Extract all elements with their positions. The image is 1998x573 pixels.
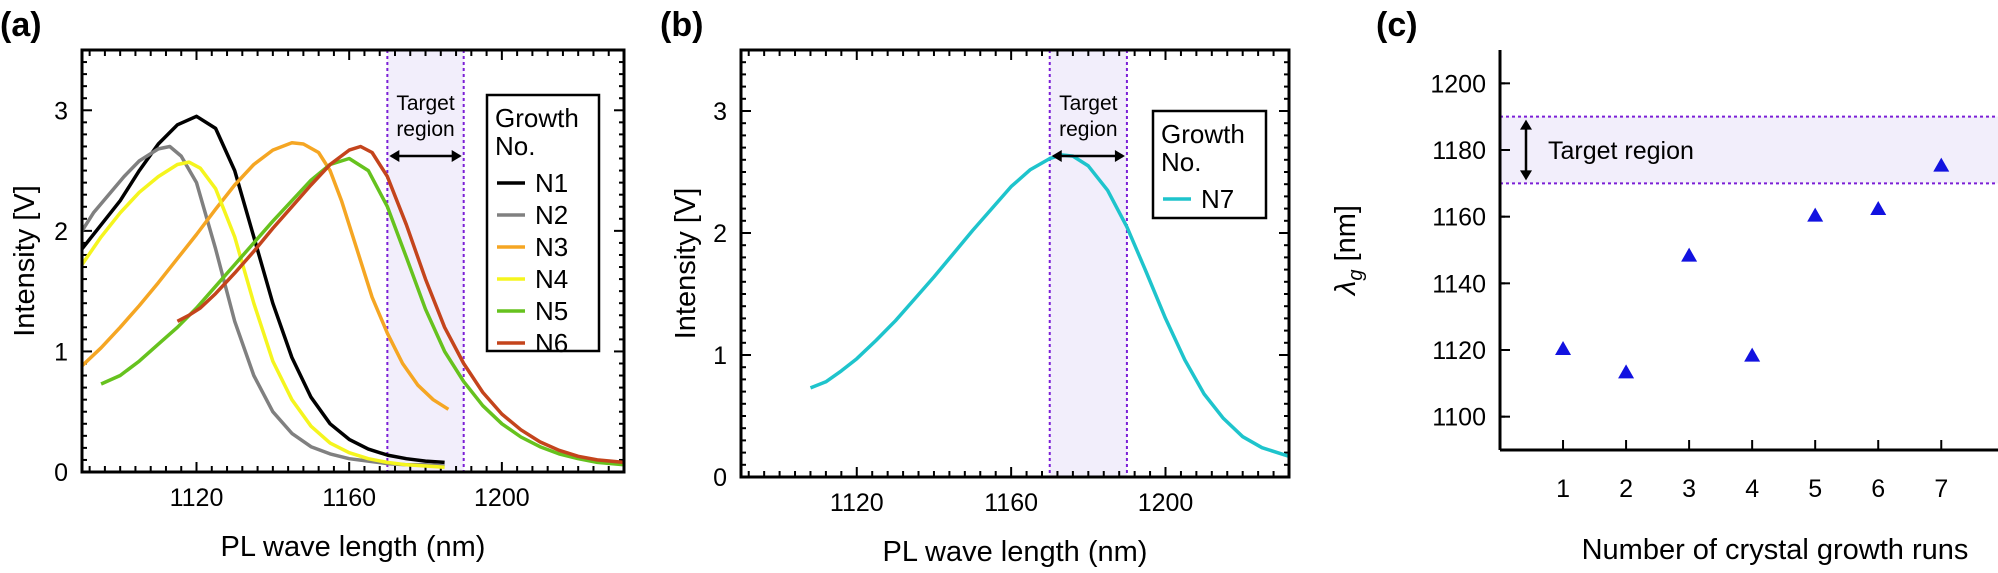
- panel-b-target-label-line2: region: [1059, 118, 1117, 141]
- legend-label-N3: N3: [535, 232, 568, 262]
- panel-a-legend-title-line2: No.: [495, 131, 535, 161]
- data-point-run-3: [1681, 247, 1698, 262]
- curve-N2: [80, 144, 445, 468]
- panel-a-y-axis-label: Intensity [V]: [9, 185, 41, 337]
- panel-a-y-tick-label: 1: [54, 338, 68, 366]
- panel-c-x-tick-label: 5: [1808, 475, 1822, 503]
- legend-label-N1: N1: [535, 168, 568, 198]
- panel-c-x-tick-label: 3: [1682, 475, 1696, 503]
- panel-c-y-tick-label: 1180: [1432, 137, 1486, 165]
- panel-c-y-tick-label: 1100: [1432, 404, 1486, 432]
- panel-c-x-tick-label: 7: [1934, 475, 1948, 503]
- panel-c-x-tick-label: 1: [1556, 475, 1570, 503]
- curve-N7: [809, 153, 1290, 458]
- legend-label-N6: N6: [535, 328, 568, 358]
- panel-b-target-region: [1049, 50, 1127, 477]
- panel-b-y-tick-label: 3: [713, 98, 727, 126]
- panel-c-x-tick-label: 6: [1871, 475, 1885, 503]
- panel-b-y-tick-label: 1: [713, 342, 727, 370]
- panel-b-x-tick-label: 1160: [984, 489, 1038, 517]
- panel-b-legend-title-line2: No.: [1161, 147, 1201, 177]
- legend-label-N2: N2: [535, 200, 568, 230]
- panel-a-x-axis-label: PL wave length (nm): [221, 531, 486, 563]
- panel-b-y-axis-label: Intensity [V]: [670, 188, 702, 340]
- panel-b-group: [739, 48, 1291, 479]
- panel-a-target-label-line1: Target: [396, 92, 455, 115]
- panel-a-x-tick-label: 1200: [474, 484, 530, 512]
- panel-b-target-label-line1: Target: [1059, 92, 1118, 115]
- panel-a-y-tick-label: 2: [54, 218, 68, 246]
- legend-label-N7: N7: [1201, 184, 1234, 214]
- panel-a-x-tick-label: 1120: [170, 484, 224, 512]
- data-point-run-2: [1618, 364, 1635, 379]
- data-point-run-7: [1933, 157, 1950, 172]
- data-point-run-5: [1807, 207, 1824, 222]
- panel-b-y-tick-label: 2: [713, 220, 727, 248]
- panel-c-target-label: Target region: [1548, 137, 1694, 165]
- panel-a-legend-box: [485, 93, 601, 353]
- panel-b-legend-title-line1: Growth: [1161, 119, 1245, 149]
- panel-c-group: λg [nm]: [1330, 50, 1998, 452]
- panel-b-x-tick-label: 1120: [830, 489, 884, 517]
- panel-c-y-axis-label: λg [nm]: [1330, 205, 1367, 297]
- panel-a-y-tick-label: 0: [54, 459, 68, 487]
- panel-a-x-tick-label: 1160: [322, 484, 376, 512]
- panel-b-x-axis-label: PL wave length (nm): [883, 536, 1148, 568]
- panel-c-x-tick-label: 4: [1745, 475, 1759, 503]
- panel-b-label: (b): [660, 6, 703, 44]
- data-point-run-4: [1744, 347, 1761, 362]
- panel-b-x-tick-label: 1200: [1138, 489, 1194, 517]
- panel-c-label: (c): [1376, 6, 1418, 44]
- panel-c-y-axis-symbol: λ: [1330, 281, 1362, 297]
- panel-b-y-tick-label: 0: [713, 464, 727, 492]
- panel-c-y-axis-unit: [nm]: [1330, 205, 1362, 269]
- panel-c-y-tick-label: 1160: [1432, 204, 1486, 232]
- curve-N6: [176, 144, 625, 465]
- panel-c-x-tick-label: 2: [1619, 475, 1633, 503]
- panel-c-x-axis-label: Number of crystal growth runs: [1582, 534, 1969, 566]
- curve-N3: [80, 141, 450, 411]
- panel-c-y-tick-label: 1140: [1432, 270, 1486, 298]
- panel-a-target-label-line2: region: [396, 118, 454, 141]
- panel-c-y-tick-label: 1200: [1430, 70, 1486, 98]
- panel-a-group: [80, 48, 626, 474]
- legend-label-N4: N4: [535, 264, 568, 294]
- panel-b-plot-frame: [739, 48, 1291, 479]
- panel-a-plot-frame: [80, 48, 626, 474]
- panel-a-target-region: [387, 50, 464, 472]
- panel-a-label: (a): [0, 6, 42, 44]
- panel-c-y-axis-subscript: g: [1345, 270, 1367, 281]
- curve-N1: [80, 114, 445, 465]
- data-point-run-6: [1870, 201, 1887, 215]
- data-point-run-1: [1555, 341, 1572, 355]
- panel-a-y-tick-label: 3: [54, 97, 68, 125]
- panel-a-legend-title-line1: Growth: [495, 103, 579, 133]
- legend-label-N5: N5: [535, 296, 568, 326]
- panel-c-y-tick-label: 1120: [1432, 337, 1486, 365]
- curve-N4: [80, 160, 445, 469]
- panel-c-target-region: [1500, 116, 1998, 184]
